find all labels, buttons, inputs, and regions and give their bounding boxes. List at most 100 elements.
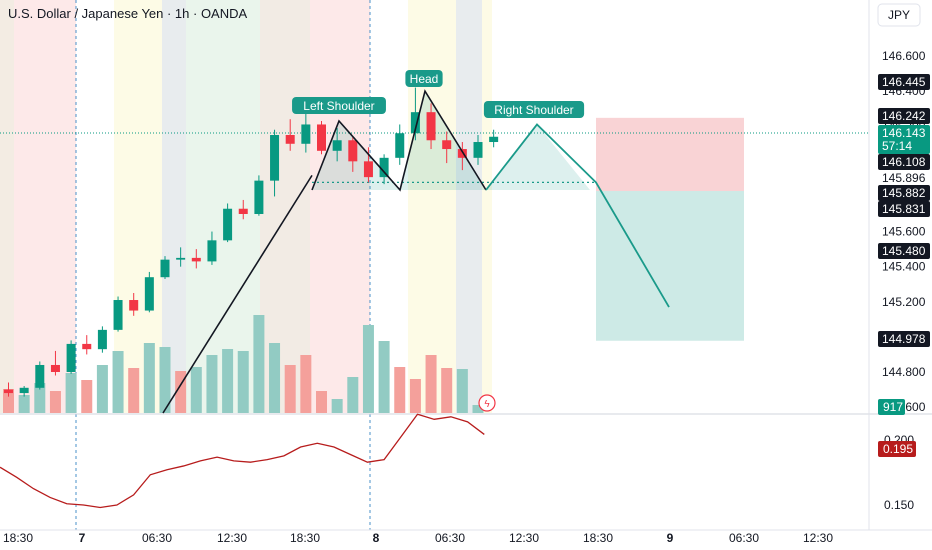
volume-bar bbox=[472, 405, 484, 413]
candles bbox=[4, 87, 499, 397]
candle-body bbox=[223, 208, 233, 241]
indicator-line bbox=[0, 413, 485, 509]
candle-body bbox=[238, 208, 248, 214]
left-shoulder-label-bg bbox=[292, 97, 386, 114]
head-label[interactable]: Head bbox=[405, 70, 443, 87]
price-label: 146.242 bbox=[878, 108, 930, 124]
volume-bar bbox=[112, 351, 124, 413]
volume-bar bbox=[425, 355, 437, 413]
candle bbox=[97, 326, 107, 353]
price-label-bg bbox=[878, 243, 930, 259]
price-label-text: 146.242 bbox=[882, 109, 926, 123]
candle bbox=[457, 142, 467, 171]
candle bbox=[426, 103, 436, 150]
price-label-bg bbox=[878, 138, 930, 154]
price-tick: 145.200 bbox=[882, 295, 926, 309]
candle bbox=[238, 199, 248, 220]
candle-body bbox=[19, 387, 29, 394]
volume-bar bbox=[143, 343, 155, 413]
price-label-bg bbox=[878, 170, 930, 186]
candle bbox=[66, 340, 76, 374]
volume-bar bbox=[237, 351, 249, 413]
candle bbox=[191, 249, 201, 269]
candle-body bbox=[50, 364, 60, 372]
candle bbox=[473, 135, 483, 165]
candle bbox=[176, 247, 186, 267]
volume-bar bbox=[65, 373, 77, 413]
candle bbox=[270, 129, 280, 197]
session-band bbox=[162, 0, 186, 413]
left-shoulder-label-text: Left Shoulder bbox=[303, 99, 374, 113]
volume-bar bbox=[409, 379, 421, 413]
price-label-text: 145.896 bbox=[882, 171, 926, 185]
candle bbox=[332, 127, 342, 162]
volume-bar bbox=[190, 367, 202, 413]
candle-body bbox=[160, 259, 170, 278]
price-scale: 146.600146.400146.200146.000145.800145.6… bbox=[878, 49, 930, 512]
right-shoulder-label[interactable]: Right Shoulder bbox=[483, 101, 585, 118]
candle-body bbox=[270, 135, 280, 181]
price-label-text: 145.882 bbox=[882, 186, 926, 200]
volume-bar bbox=[316, 391, 327, 413]
candle bbox=[144, 271, 154, 313]
candle-body bbox=[395, 133, 405, 158]
price-label: 57:14 bbox=[878, 138, 930, 154]
candle-body bbox=[285, 135, 295, 144]
candle bbox=[113, 296, 123, 332]
bolt-icon[interactable]: ϟ bbox=[478, 394, 496, 412]
volume-bar bbox=[3, 389, 14, 413]
projection-line bbox=[485, 123, 670, 308]
price-label-bg bbox=[878, 331, 930, 347]
candle bbox=[301, 108, 311, 153]
price-label-bg bbox=[878, 154, 930, 170]
candle-body bbox=[66, 343, 76, 372]
candle-body bbox=[379, 157, 389, 178]
time-label: 18:30 bbox=[290, 531, 320, 545]
volume-bar bbox=[206, 355, 218, 413]
currency-button[interactable]: JPY bbox=[877, 3, 921, 27]
price-label-text: 145.831 bbox=[882, 202, 926, 216]
candle-body bbox=[363, 161, 373, 178]
right-shoulder-label-bg bbox=[483, 101, 585, 118]
time-label: 9 bbox=[667, 531, 674, 545]
price-label-bg bbox=[878, 74, 930, 90]
candle-body bbox=[489, 136, 499, 143]
candle bbox=[379, 154, 389, 185]
price-label: 146.445 bbox=[878, 74, 930, 90]
session-band bbox=[482, 0, 492, 413]
indicator-label-text: 0.195 bbox=[883, 442, 913, 456]
candle bbox=[317, 120, 326, 155]
price-label: 145.831 bbox=[878, 201, 930, 217]
candle bbox=[254, 175, 264, 216]
candle bbox=[489, 129, 499, 148]
candle-body bbox=[129, 300, 139, 311]
indicator-value-label: 0.195 bbox=[878, 441, 916, 457]
price-label-bg bbox=[878, 125, 930, 141]
volume-bar bbox=[96, 365, 108, 413]
candle bbox=[4, 382, 13, 397]
volume-value-label: 917 bbox=[878, 399, 905, 415]
candle-body bbox=[4, 389, 13, 394]
candle-body bbox=[348, 140, 358, 162]
price-label: 145.882 bbox=[878, 185, 930, 201]
volume-label-text: 917 bbox=[883, 400, 903, 414]
candle-body bbox=[82, 343, 92, 350]
volume-bar bbox=[128, 368, 140, 413]
price-label: 146.108 bbox=[878, 154, 930, 170]
candle bbox=[35, 361, 45, 390]
candle-body bbox=[426, 112, 436, 141]
candle-body bbox=[410, 112, 420, 134]
candle-body bbox=[191, 257, 201, 262]
session-band bbox=[260, 0, 310, 413]
time-label: 7 bbox=[79, 531, 86, 545]
session-band bbox=[456, 0, 482, 413]
candle bbox=[207, 231, 217, 265]
indicator-label-bg bbox=[878, 441, 916, 457]
left-shoulder-label[interactable]: Left Shoulder bbox=[292, 97, 386, 114]
session-band bbox=[14, 0, 76, 413]
volume-bar bbox=[456, 369, 468, 413]
time-label: 8 bbox=[373, 531, 380, 545]
volume-bar bbox=[81, 380, 93, 413]
volume-bar bbox=[159, 347, 171, 413]
